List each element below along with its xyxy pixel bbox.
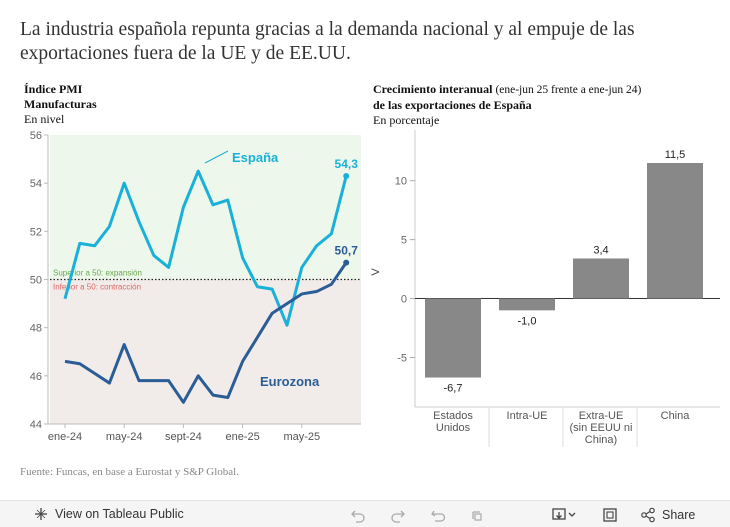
y-tick-label: 52 — [30, 226, 42, 238]
category-label: Extra-UE — [579, 410, 624, 422]
category-label: (sin EEUU ni — [570, 422, 633, 434]
series-end-point-0 — [343, 172, 350, 179]
pmi-title-line1: Índice PMI — [24, 82, 83, 96]
tableau-logo-icon — [34, 507, 48, 521]
exports-unit: En porcentaje — [373, 113, 440, 127]
tableau-toolbar: View on Tableau Public Share — [0, 500, 730, 527]
bar-value-label: -1,0 — [518, 315, 537, 327]
series-end-label-0: 54,3 — [335, 157, 359, 171]
expansion-label: Superior a 50: expansión — [53, 269, 142, 278]
y-tick-label: 10 — [395, 176, 407, 188]
category-label: Intra-UE — [507, 410, 548, 422]
bar — [647, 163, 703, 299]
x-tick-label: may-25 — [283, 431, 320, 443]
y-tick-label: 50 — [30, 275, 42, 287]
exports-chart-title: Crecimiento interanual (ene-jun 25 frent… — [373, 82, 641, 128]
exports-title-bold2: de las exportaciones de España — [373, 98, 532, 112]
revert-icon[interactable] — [430, 507, 446, 523]
bar — [425, 298, 481, 378]
headline: La industria española repunta gracias a … — [20, 19, 635, 64]
source-footnote: Fuente: Funcas, en base a Eurostat y S&P… — [20, 466, 239, 478]
x-tick-label: ene-24 — [48, 431, 82, 443]
undo-icon[interactable] — [350, 507, 366, 523]
pmi-unit: En nivel — [24, 112, 65, 126]
y-tick-label: 46 — [30, 371, 42, 383]
bar-value-label: 11,5 — [665, 149, 686, 161]
pmi-title-line2: Manufacturas — [24, 97, 97, 111]
y-tick-label: 0 — [401, 294, 407, 306]
y-tick-label: 5 — [401, 235, 407, 247]
series-name-eurozone: Eurozona — [260, 374, 320, 389]
x-tick-label: ene-25 — [225, 431, 259, 443]
bar — [499, 298, 555, 311]
exports-title-period: (ene-jun 25 frente a ene-jun 24) — [495, 84, 642, 96]
bar-value-label: -6,7 — [444, 383, 463, 395]
category-label: Unidos — [436, 422, 471, 434]
bar-value-label: 3,4 — [593, 244, 608, 256]
pmi-chart-title: Índice PMI Manufacturas En nivel — [24, 82, 97, 127]
y-tick-label: 56 — [30, 130, 42, 142]
pmi-line-chart: 44 46 48 50 52 54 56 ene-24 may-24 sept-24 ene-25 m… — [30, 130, 361, 443]
y-tick-label: 54 — [30, 178, 42, 190]
category-label: China) — [585, 434, 617, 446]
view-on-tableau-link[interactable]: View on Tableau Public — [34, 507, 184, 521]
x-tick-label: sept-24 — [165, 431, 202, 443]
y-tick-label: 48 — [30, 323, 42, 335]
share-button[interactable]: Share — [640, 507, 695, 523]
redo-icon[interactable] — [390, 507, 406, 523]
download-icon[interactable] — [552, 507, 576, 523]
y-tick-label: 44 — [30, 419, 42, 431]
y-tick-label: -5 — [397, 352, 407, 364]
contraction-label: Inferior a 50: contracción — [53, 283, 141, 292]
series-end-label-1: 50,7 — [335, 244, 359, 258]
series-end-point-1 — [343, 259, 350, 266]
pause-icon[interactable] — [470, 508, 484, 522]
share-icon — [640, 507, 656, 523]
series-line-1 — [64, 261, 348, 404]
exports-title-bold1: Crecimiento interanual — [373, 82, 493, 96]
spain-leader-line — [204, 150, 229, 164]
share-label: Share — [662, 507, 696, 522]
fullscreen-icon[interactable] — [602, 507, 618, 523]
y-axis-glyph: V — [370, 268, 382, 276]
expansion-zone — [50, 135, 361, 280]
contraction-zone — [50, 279, 361, 424]
series-line-0 — [63, 169, 348, 327]
bar — [573, 258, 629, 299]
series-name-spain: España — [232, 150, 279, 165]
x-tick-label: may-24 — [106, 431, 143, 443]
category-label: Estados — [433, 410, 473, 422]
category-label: China — [661, 410, 691, 422]
view-on-tableau-label: View on Tableau Public — [55, 507, 184, 521]
